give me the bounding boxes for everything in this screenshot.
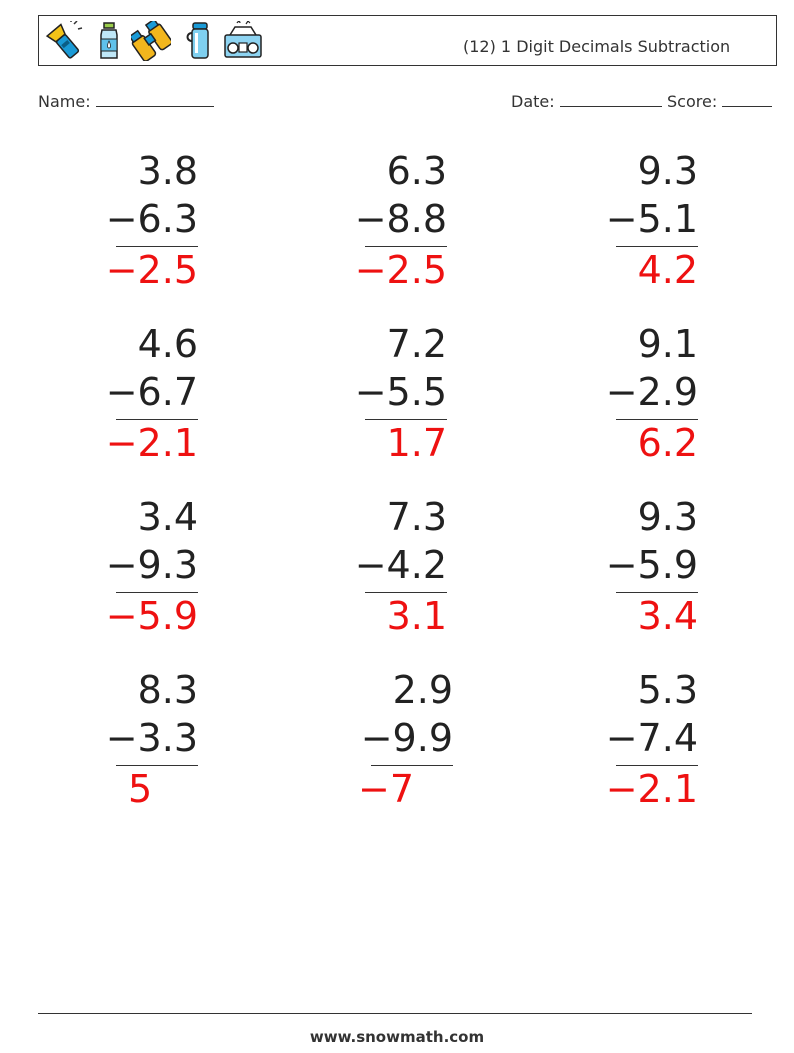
subtrahend: −9.3 [105, 543, 198, 587]
date-blank[interactable] [559, 92, 662, 107]
problem: 4.6 −6.7 −2.1 [58, 321, 198, 471]
subtrahend: −9.9 [360, 716, 453, 760]
subtrahend: −5.9 [605, 543, 698, 587]
footer-site-link[interactable]: www.snowmath.com [309, 1028, 485, 1046]
answer-rule [616, 246, 698, 247]
answer-rule [371, 765, 453, 766]
subtrahend: −6.3 [105, 197, 198, 241]
answer: −2.1 [605, 767, 698, 811]
answer: −2.5 [105, 248, 198, 292]
footer-divider [38, 1013, 752, 1014]
problem: 5.3 −7.4 −2.1 [558, 667, 698, 817]
boombox-icon [224, 21, 262, 58]
answer: −2.5 [354, 248, 447, 292]
subtrahend: −7.4 [605, 716, 698, 760]
subtrahend: −2.9 [605, 370, 698, 414]
answer-rule [365, 592, 447, 593]
answer-rule [116, 765, 198, 766]
name-blank[interactable] [95, 92, 214, 107]
answer-rule [116, 419, 198, 420]
answer: −7 [358, 767, 415, 811]
answer: 4.2 [637, 248, 698, 292]
worksheet-header: (12) 1 Digit Decimals Subtraction [38, 15, 777, 66]
answer-rule [116, 246, 198, 247]
answer: 3.4 [637, 594, 698, 638]
minuend: 6.3 [386, 149, 447, 193]
flashlight-icon [45, 21, 83, 59]
answer: 3.1 [386, 594, 447, 638]
worksheet-title: (12) 1 Digit Decimals Subtraction [463, 37, 731, 56]
score-blank[interactable] [722, 92, 773, 107]
date-label: Date: [511, 92, 555, 111]
score-label: Score: [667, 92, 718, 111]
answer-rule [365, 419, 447, 420]
minuend: 9.1 [637, 322, 698, 366]
date-field: Date: [511, 92, 662, 111]
water-bottle-icon [100, 22, 118, 59]
minuend: 3.8 [137, 149, 198, 193]
minuend: 9.3 [637, 495, 698, 539]
name-field: Name: [38, 92, 214, 111]
minuend: 7.3 [386, 495, 447, 539]
minuend: 4.6 [137, 322, 198, 366]
minuend: 5.3 [637, 668, 698, 712]
problem: 8.3 −3.3 5 [58, 667, 198, 817]
subtrahend: −4.2 [354, 543, 447, 587]
minuend: 2.9 [392, 668, 453, 712]
subtrahend: −6.7 [105, 370, 198, 414]
minuend: 3.4 [137, 495, 198, 539]
subtrahend: −8.8 [354, 197, 447, 241]
answer-rule [616, 419, 698, 420]
problem: 3.8 −6.3 −2.5 [58, 148, 198, 298]
problem: 7.2 −5.5 1.7 [307, 321, 447, 471]
answer-rule [365, 246, 447, 247]
problem: 9.3 −5.1 4.2 [558, 148, 698, 298]
minuend: 9.3 [637, 149, 698, 193]
subtrahend: −3.3 [105, 716, 198, 760]
answer: 6.2 [637, 421, 698, 465]
score-field: Score: [667, 92, 773, 111]
answer: −2.1 [105, 421, 198, 465]
subtrahend: −5.1 [605, 197, 698, 241]
answer-rule [616, 765, 698, 766]
answer: 1.7 [386, 421, 447, 465]
name-label: Name: [38, 92, 91, 111]
problem: 9.3 −5.9 3.4 [558, 494, 698, 644]
subtrahend: −5.5 [354, 370, 447, 414]
answer: 5 [128, 767, 153, 811]
answer-rule [616, 592, 698, 593]
minuend: 7.2 [386, 322, 447, 366]
binoculars-icon [131, 21, 171, 61]
problem: 2.9 −9.9 −7 [313, 667, 453, 817]
problem: 7.3 −4.2 3.1 [307, 494, 447, 644]
problem: 6.3 −8.8 −2.5 [307, 148, 447, 298]
answer-rule [116, 592, 198, 593]
minuend: 8.3 [137, 668, 198, 712]
header-icons [39, 16, 279, 67]
thermos-icon [186, 22, 209, 59]
answer: −5.9 [105, 594, 198, 638]
problem: 9.1 −2.9 6.2 [558, 321, 698, 471]
problem: 3.4 −9.3 −5.9 [58, 494, 198, 644]
